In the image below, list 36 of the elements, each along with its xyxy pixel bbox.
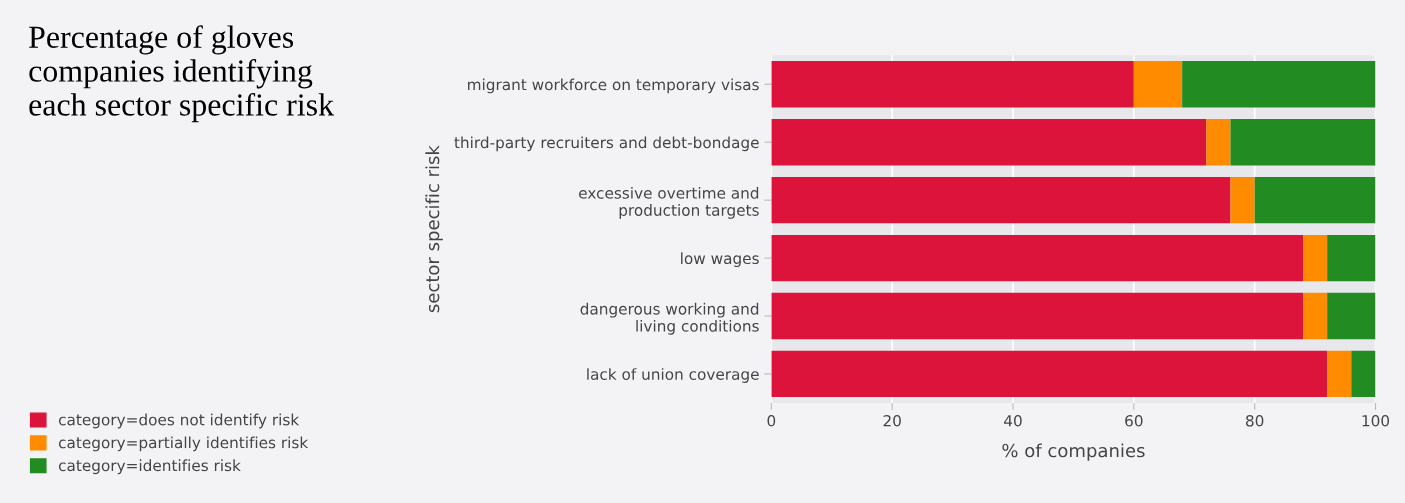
x-tick-label: 80 xyxy=(1245,414,1264,427)
x-tick-label: 40 xyxy=(1004,414,1022,427)
bar xyxy=(1351,350,1376,398)
bar xyxy=(1133,61,1183,108)
y-tick-label: lack of union coverage xyxy=(587,368,759,383)
bar xyxy=(1206,119,1231,166)
bar xyxy=(771,119,1207,166)
legend-label: category=does not identify risk xyxy=(58,413,300,429)
y-tick-label: migrant workforce on temporary visas xyxy=(468,78,759,94)
bar xyxy=(771,61,1134,108)
text: Percentage of gloves companies identifying each sector specific risk xyxy=(29,25,335,123)
bar xyxy=(1303,234,1328,282)
bar xyxy=(1327,292,1376,340)
legend-label: category=partially identifies risk xyxy=(58,436,309,452)
x-tick-label: 0 xyxy=(767,414,776,427)
y-tick-label: dangerous working and living conditions xyxy=(580,302,759,335)
x-tick-label: 20 xyxy=(883,414,901,427)
y-tick-label: third-party recruiters and debt-bondage xyxy=(454,136,759,152)
bar xyxy=(1303,292,1328,340)
y-tick-label: excessive overtime and production targets xyxy=(579,186,759,219)
bar xyxy=(1230,176,1255,224)
bar xyxy=(1327,234,1376,282)
bar xyxy=(771,176,1231,224)
x-tick-label: 60 xyxy=(1125,414,1143,427)
bar xyxy=(1327,350,1352,398)
bar xyxy=(1254,176,1376,224)
bar xyxy=(1182,61,1376,108)
legend-label: category=identifies risk xyxy=(58,459,241,475)
y-tick-label: low wages xyxy=(681,252,759,268)
x-axis-title: % of companies xyxy=(1002,443,1145,461)
y-axis-title: sector specific risk xyxy=(425,145,443,313)
bar xyxy=(771,292,1303,340)
bar xyxy=(771,350,1328,398)
bar xyxy=(771,234,1303,282)
x-tick-label: 100 xyxy=(1362,414,1390,427)
bar xyxy=(1230,119,1376,166)
